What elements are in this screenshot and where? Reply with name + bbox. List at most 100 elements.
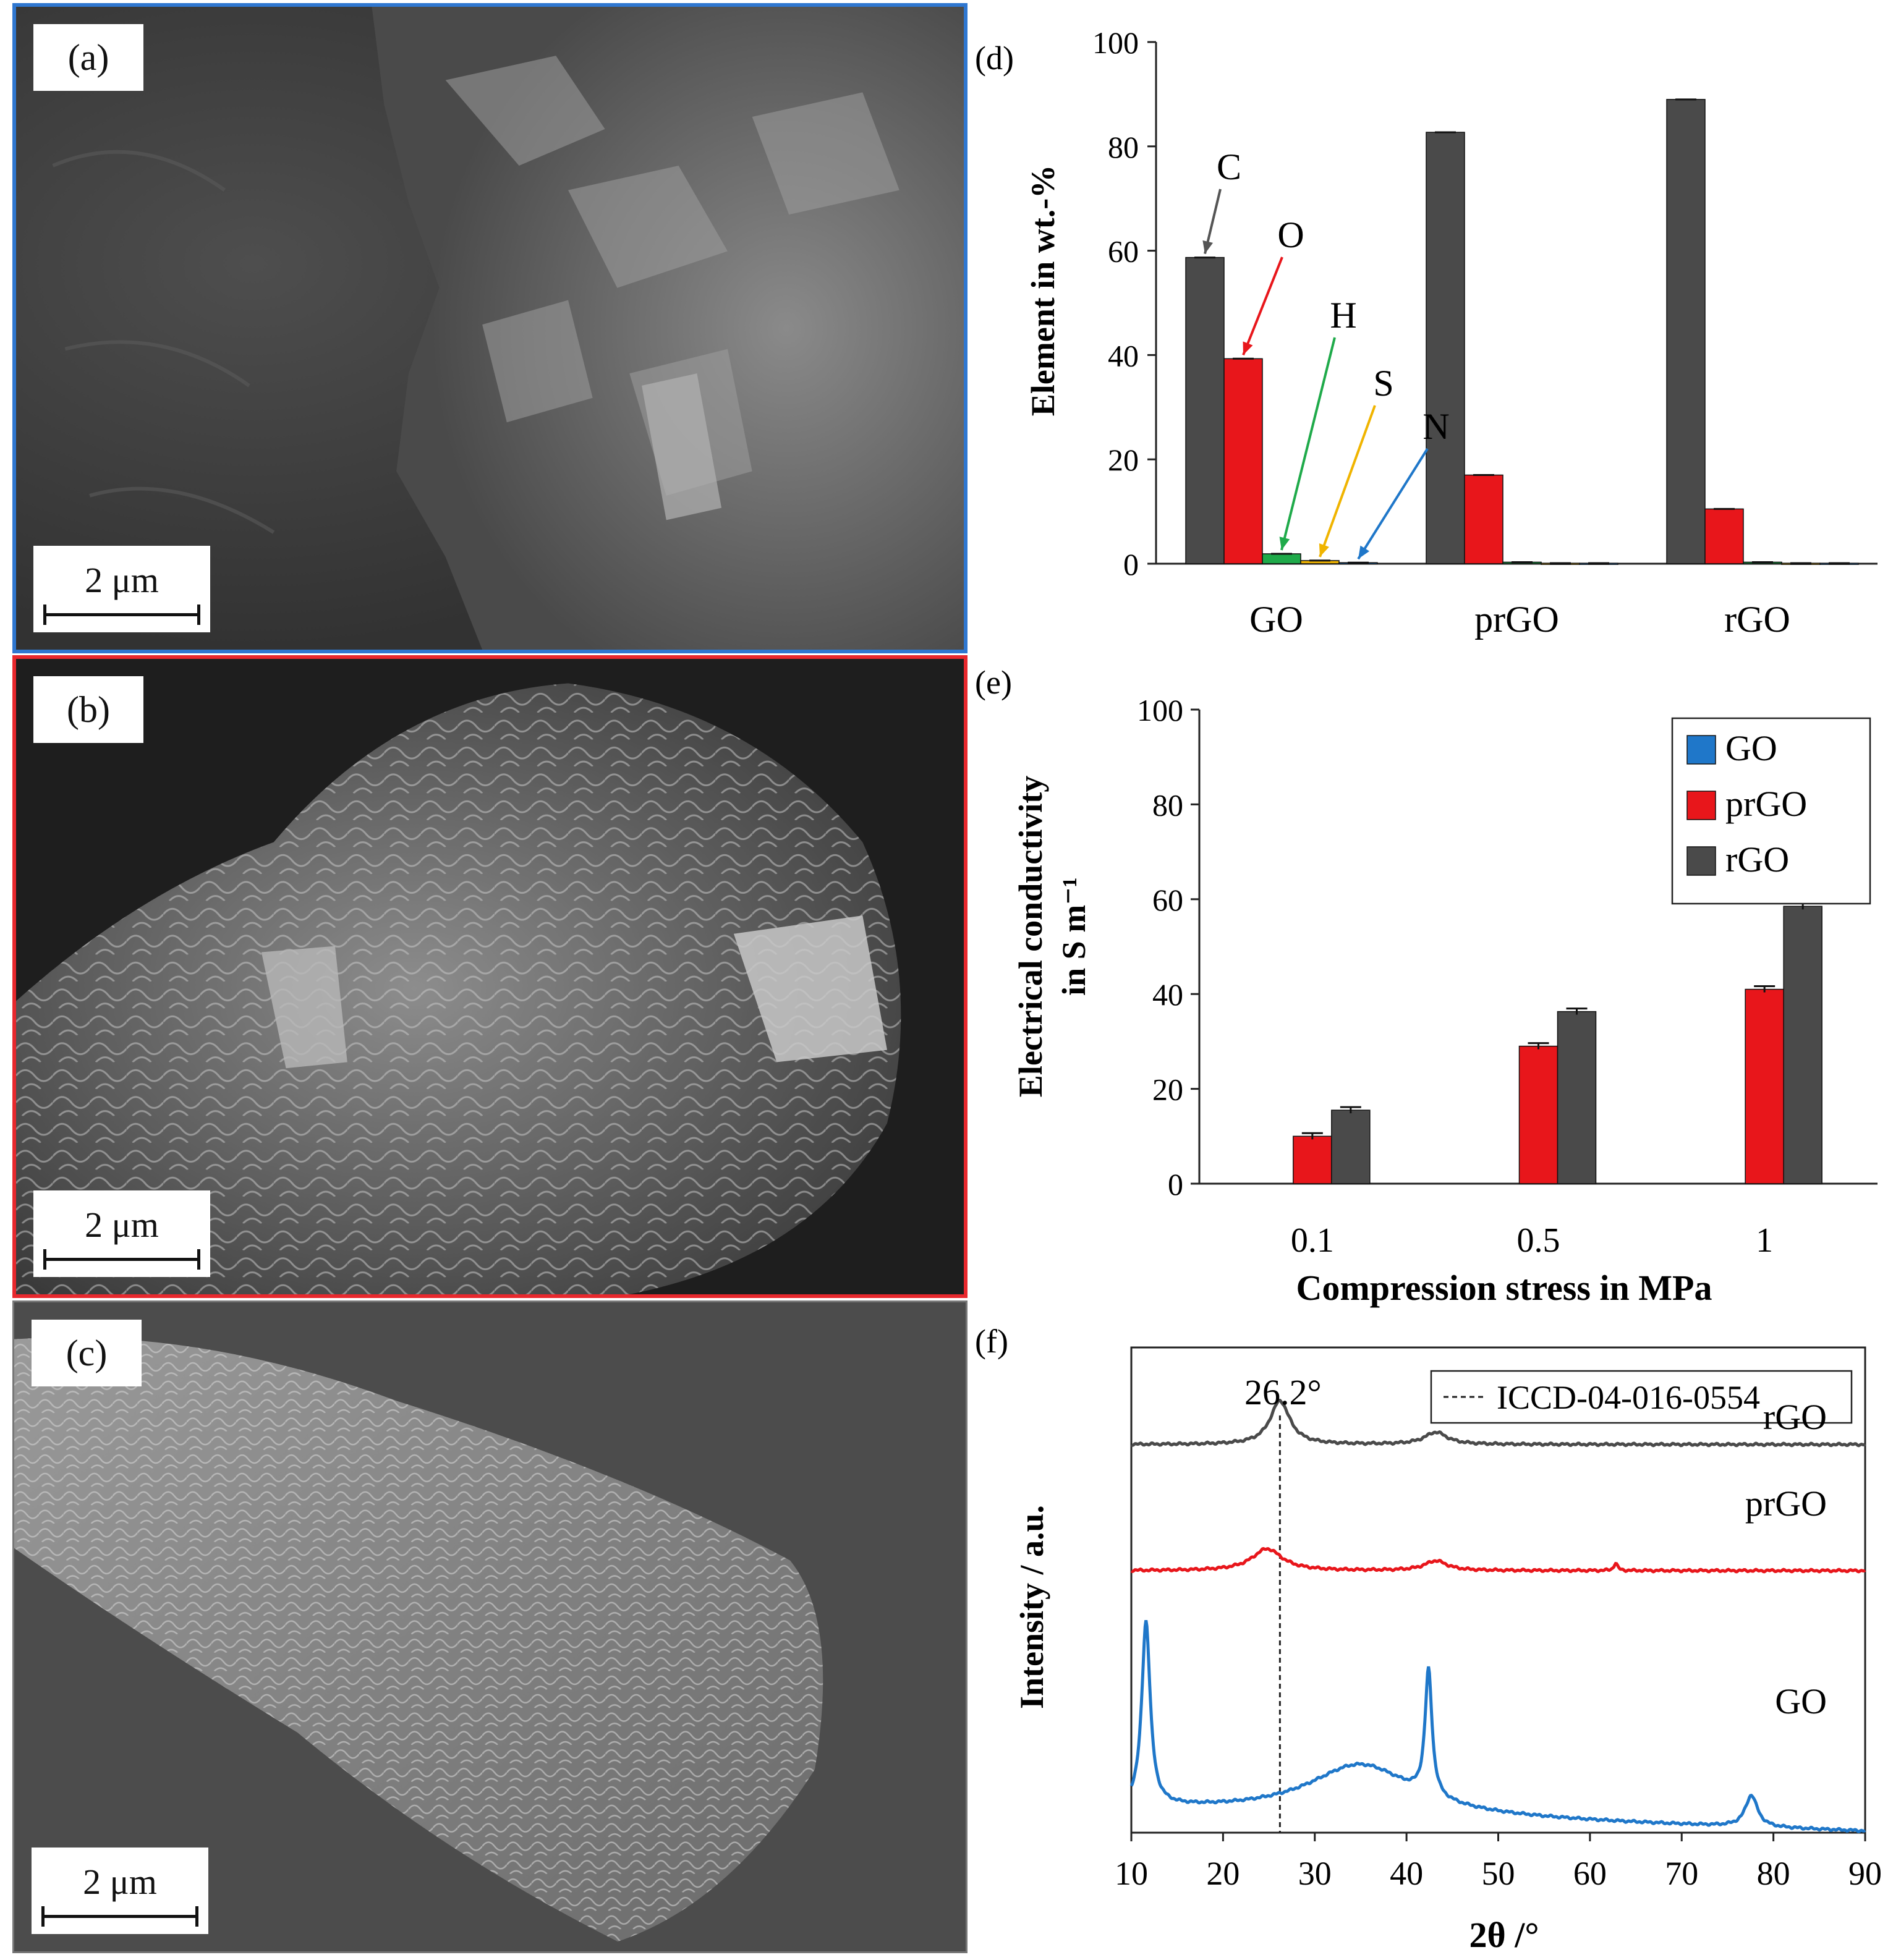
chart-e-bar-rGO-0.1 [1331, 1109, 1371, 1184]
chart-f-series-label-prGO: prGO [1745, 1483, 1827, 1524]
chart-d-annotation-S: S [1373, 363, 1393, 404]
chart-d-arrowhead-N [1358, 545, 1370, 559]
chart-d-annotation-O: O [1277, 214, 1304, 255]
chart-d-bar-C-prGO [1426, 132, 1465, 564]
chart-d-ylabel: Element in wt.-% [1024, 165, 1061, 416]
chart-e-xlabel: Compression stress in MPa [1296, 1268, 1712, 1308]
chart-f-x-tick-label: 20 [1206, 1855, 1240, 1892]
chart-e-ylabel-line2: in S m⁻¹ [1055, 877, 1092, 996]
scale-bar-text-b: 2 μm [85, 1205, 159, 1245]
chart-d-arrow-N [1357, 448, 1429, 560]
chart-d-bar-H-GO [1262, 553, 1301, 564]
scale-bar-b: 2 μm [33, 1190, 210, 1277]
chart-d-y-tick-label: 100 [1092, 25, 1139, 60]
scale-bar-c: 2 μm [32, 1848, 208, 1934]
chart-xrd: (f) 10 20 30 40 50 60 70 80 90 Intensity / a.u. … [968, 1323, 1901, 1960]
chart-e-bar-rGO-0.5 [1557, 1011, 1597, 1184]
chart-d-tick-labels: 0 20 40 60 80 100 GO prGO rGO [1092, 25, 1790, 640]
chart-e-bar-prGO-0.1 [1293, 1135, 1332, 1184]
chart-e-bar-prGO-1 [1745, 988, 1784, 1184]
chart-f-x-tick-label: 70 [1665, 1855, 1698, 1892]
panel-label-d: (d) [975, 40, 1014, 77]
sem-texture-b [16, 659, 964, 1294]
chart-f-x-tick-label: 80 [1757, 1855, 1790, 1892]
chart-d-x-tick-label: prGO [1474, 599, 1559, 640]
chart-element-composition: (d) 0 20 40 60 80 100 GO prGO rGO Element in wt.… [968, 0, 1901, 668]
chart-d-svg: (d) 0 20 40 60 80 100 GO prGO rGO Element in wt.… [975, 25, 1878, 640]
chart-d-annotation-N: N [1423, 406, 1449, 447]
chart-d-annotation-C: C [1217, 146, 1241, 187]
chart-e-y-tick-label: 0 [1168, 1167, 1183, 1202]
chart-d-arrowhead-S [1319, 543, 1329, 557]
chart-d-y-tick-label: 20 [1108, 443, 1139, 477]
chart-e-legend: GO prGO rGO [1671, 717, 1871, 905]
chart-e-svg: (e) 0 20 40 60 80 100 0.1 0.5 1 Electrical condu… [975, 668, 1878, 1308]
chart-e-legend-label-prGO: prGO [1725, 784, 1807, 824]
chart-d-y-tick-label: 60 [1108, 234, 1139, 269]
chart-f-x-tick-label: 30 [1298, 1855, 1332, 1892]
scale-bar-line-a [43, 605, 200, 625]
chart-d-bar-O-rGO [1704, 508, 1744, 564]
panel-label-b: (b) [33, 676, 143, 743]
chart-d-bar-C-GO [1185, 257, 1225, 564]
chart-e-legend-swatch-rGO [1686, 846, 1716, 876]
chart-e-x-tick-label: 0.1 [1291, 1221, 1334, 1260]
chart-d-arrow-S [1319, 405, 1376, 558]
scale-bar-line-b [43, 1249, 200, 1270]
chart-e-y-tick-label: 60 [1152, 883, 1183, 917]
chart-d-y-tick-label: 0 [1123, 547, 1139, 582]
chart-d-x-tick-label: GO [1249, 599, 1303, 640]
chart-f-lines [1129, 1398, 1866, 1833]
sem-texture-c [14, 1302, 966, 1951]
sem-image-go: (a) 2 μm [12, 3, 968, 653]
chart-e-y-tick-label: 100 [1137, 693, 1183, 728]
chart-e-legend-label-GO: GO [1725, 728, 1777, 768]
chart-f-line-rGO [1130, 1398, 1866, 1448]
scale-bar-a: 2 μm [33, 546, 210, 632]
panel-label-a: (a) [33, 24, 143, 91]
chart-e-x-tick-label: 0.5 [1517, 1221, 1560, 1260]
chart-e-legend-label-rGO: rGO [1725, 839, 1789, 880]
chart-e-tick-labels: 0 20 40 60 80 100 0.1 0.5 1 [1137, 693, 1773, 1260]
sem-image-rgo: (c) 2 μm [12, 1300, 968, 1953]
panel-label-c: (c) [32, 1320, 142, 1386]
chart-f-labels: 26.2° ICCD-04-016-0554 rGO prGO GO [1244, 1370, 1853, 1721]
chart-f-series-label-rGO: rGO [1763, 1397, 1827, 1437]
chart-d-arrowhead-H [1279, 537, 1290, 550]
chart-e-legend-swatch-prGO [1686, 791, 1716, 820]
chart-f-series-label-GO: GO [1775, 1681, 1827, 1721]
chart-d-arrow-O [1242, 257, 1283, 356]
chart-f-line-prGO [1130, 1546, 1866, 1574]
chart-d-y-tick-label: 40 [1108, 338, 1139, 373]
chart-d-bar-C-rGO [1666, 99, 1706, 564]
chart-d-arrowhead-C [1202, 240, 1214, 254]
chart-e-x-tick-label: 1 [1756, 1221, 1773, 1260]
chart-e-legend-swatch-GO [1686, 735, 1716, 765]
chart-f-ylabel: Intensity / a.u. [1013, 1505, 1050, 1709]
scale-bar-line-c [41, 1906, 198, 1927]
chart-d-y-tick-label: 80 [1108, 130, 1139, 164]
chart-d-bar-O-GO [1223, 358, 1263, 564]
chart-d-arrow-H [1280, 337, 1336, 551]
scale-bar-text-c: 2 μm [83, 1862, 157, 1902]
chart-e-bars [1293, 902, 1822, 1184]
chart-e-bar-prGO-0.5 [1518, 1045, 1559, 1184]
chart-f-axes [1130, 1346, 1866, 1841]
sem-texture-a [16, 7, 964, 650]
chart-f-tick-labels: 10 20 30 40 50 60 70 80 90 [1115, 1855, 1882, 1892]
chart-f-x-tick-label: 10 [1115, 1855, 1148, 1892]
chart-e-bar-rGO-1 [1783, 906, 1822, 1184]
chart-f-xlabel: 2θ /° [1469, 1915, 1539, 1955]
chart-f-x-tick-label: 40 [1390, 1855, 1423, 1892]
chart-e-y-tick-label: 40 [1152, 977, 1183, 1012]
chart-d-annotation-H: H [1330, 295, 1356, 336]
chart-d-bars [1185, 98, 1859, 565]
sem-image-prgo: (b) 2 μm [12, 655, 968, 1298]
chart-f-x-tick-label: 50 [1482, 1855, 1515, 1892]
panel-label-e: (e) [975, 668, 1012, 701]
chart-f-svg: (f) 10 20 30 40 50 60 70 80 90 Intensity / a.u. … [975, 1323, 1882, 1955]
chart-electrical-conductivity: (e) 0 20 40 60 80 100 0.1 0.5 1 Electrical condu… [968, 668, 1901, 1323]
chart-f-legend-box [1430, 1370, 1853, 1424]
chart-d-bar-O-prGO [1464, 474, 1503, 564]
